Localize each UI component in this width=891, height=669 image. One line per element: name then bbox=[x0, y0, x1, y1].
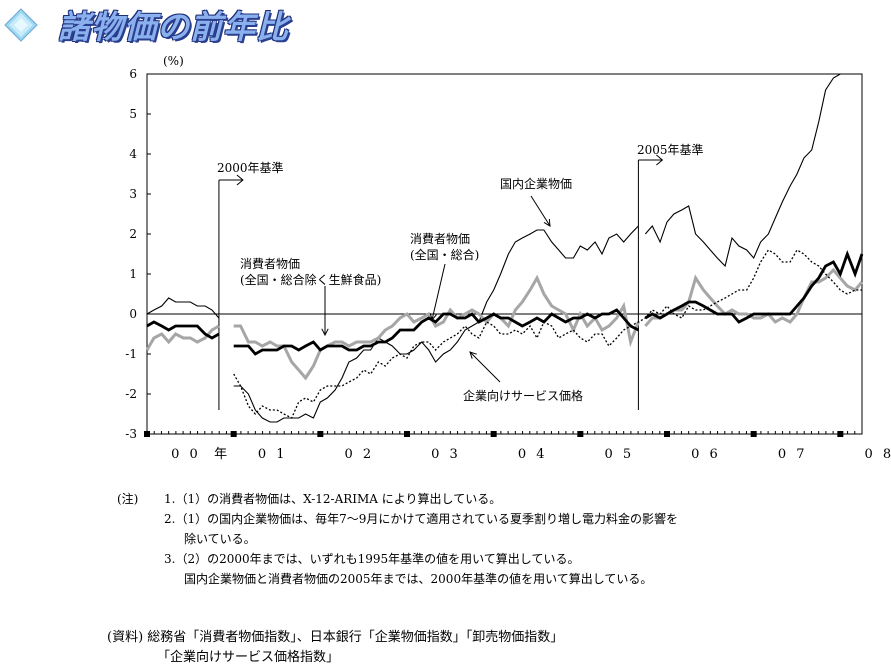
x-year-marker bbox=[837, 431, 844, 437]
annotation-leader bbox=[469, 351, 501, 383]
annotation-arrowhead bbox=[543, 218, 551, 227]
y-axis-unit: (%) bbox=[163, 54, 184, 68]
series-line-cgpi bbox=[146, 297, 220, 319]
annotation-label: 国内企業物価 bbox=[500, 176, 572, 191]
annotation-label: 2005年基準 bbox=[637, 142, 704, 157]
note-item-2: 2.（1）の国内企業物価は、毎年7～9月にかけて適用されている夏季割り増し電力料… bbox=[164, 512, 678, 526]
note-item-3: 3.（2）の2000年までは、いずれも1995年基準の値を用いて算出している。 bbox=[164, 552, 580, 566]
x-year-marker bbox=[230, 431, 237, 437]
series-line-cpi_total bbox=[233, 308, 640, 356]
annotation-leader bbox=[530, 195, 551, 227]
source-line-2: 「企業向けサービス価格指数」 bbox=[157, 650, 340, 665]
annotation-label: 企業向けサービス価格 bbox=[463, 388, 583, 403]
y-tick-label: 5 bbox=[129, 107, 137, 121]
x-tick-label: 0 1 bbox=[258, 447, 288, 462]
x-tick-label: 0 2 bbox=[344, 447, 374, 462]
series-line-cgpi bbox=[233, 225, 639, 423]
annotation-arrowhead bbox=[321, 328, 329, 337]
y-tick-label: -2 bbox=[125, 387, 137, 401]
series-line-cpi_core bbox=[145, 324, 220, 351]
x-year-marker bbox=[404, 431, 410, 437]
series-line-cpi_total bbox=[644, 249, 864, 324]
annotation-label: 2000年基準 bbox=[217, 160, 284, 175]
annotation-arrowhead bbox=[469, 351, 477, 359]
note-item-1: 1.（1）の消費者物価は、X-12-ARIMA により算出している。 bbox=[164, 492, 502, 506]
x-year-marker bbox=[144, 431, 150, 437]
series-line-cpi_total bbox=[146, 320, 220, 340]
annotation-arrowhead bbox=[429, 313, 437, 322]
annotation-leader bbox=[431, 263, 446, 321]
x-tick-label: 0 0 bbox=[171, 447, 201, 462]
series-line-cspi bbox=[233, 249, 862, 419]
annotation-label: 消費者物価 bbox=[410, 231, 470, 246]
x-year-marker bbox=[750, 431, 757, 437]
series-line-cpi_core bbox=[233, 274, 640, 381]
plot-frame bbox=[146, 73, 863, 435]
base-2000-arrow-head bbox=[236, 174, 244, 186]
x-tick-label: 0 6 bbox=[691, 447, 721, 462]
x-year-marker bbox=[317, 431, 324, 437]
x-tick-label: 0 3 bbox=[431, 447, 461, 462]
diamond-icon bbox=[4, 8, 38, 42]
y-tick-label: 6 bbox=[129, 67, 137, 81]
y-tick-label: 4 bbox=[129, 147, 137, 161]
y-tick-label: -1 bbox=[125, 347, 137, 361]
y-tick-label: 0 bbox=[129, 307, 137, 321]
page-title: 諸物価の前年比 bbox=[58, 8, 290, 46]
notes-title: (注) bbox=[117, 492, 139, 506]
series-line-cgpi bbox=[644, 73, 862, 268]
annotation-label: 消費者物価 bbox=[240, 256, 300, 271]
y-tick-label: 2 bbox=[129, 227, 137, 241]
x-tick-label: 0 4 bbox=[518, 447, 548, 462]
annotation-label: (全国・総合) bbox=[410, 247, 479, 262]
y-tick-label: -3 bbox=[125, 427, 137, 441]
x-tick-label: 0 7 bbox=[778, 447, 808, 462]
series-line-cpi_core bbox=[644, 267, 864, 327]
note-item-3-cont: 国内企業物価と消費者物価の2005年までは、2000年基準の値を用いて算出してい… bbox=[184, 572, 653, 586]
x-tick-label: 0 8 bbox=[864, 447, 891, 462]
annotation-label: (全国・総合除く生鮮食品) bbox=[240, 272, 381, 287]
note-item-2-cont: 除いている。 bbox=[184, 532, 256, 546]
x-year-marker bbox=[664, 431, 670, 437]
y-tick-label: 1 bbox=[129, 267, 137, 281]
x-year-marker bbox=[490, 431, 497, 437]
x-axis-year-label: 年 bbox=[214, 447, 227, 462]
base-2005-arrow-head bbox=[656, 154, 664, 166]
source-line-1: (資料) 総務省「消費者物価指数」、日本銀行「企業物価指数」「卸売物価指数」 bbox=[107, 630, 564, 645]
x-year-marker bbox=[577, 431, 584, 437]
x-tick-label: 0 5 bbox=[604, 447, 634, 462]
y-tick-label: 3 bbox=[129, 187, 137, 201]
